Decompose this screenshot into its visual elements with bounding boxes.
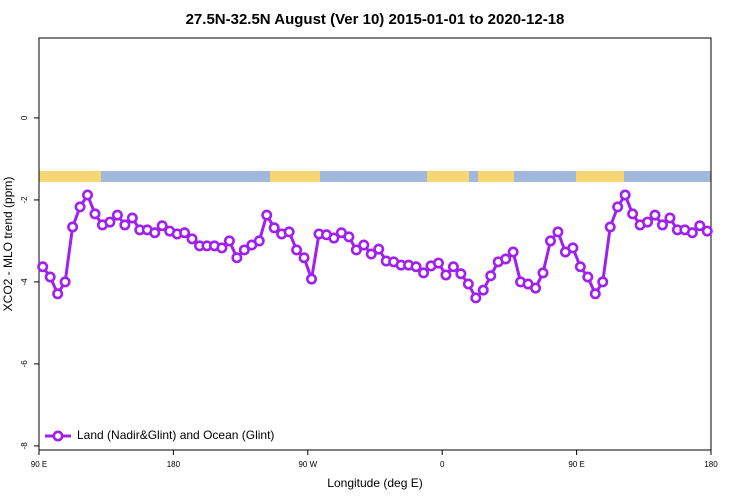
data-point	[283, 226, 295, 238]
land-band	[270, 171, 320, 182]
data-point	[544, 235, 556, 247]
data-point	[261, 209, 273, 221]
y-axis-label: XCO2 - MLO trend (ppm)	[1, 177, 15, 312]
data-point	[149, 227, 161, 239]
data-point	[507, 246, 519, 258]
x-tick-label: 90 E	[568, 460, 584, 469]
x-tick-label: 180	[704, 460, 718, 469]
land-ocean-strip	[39, 171, 711, 182]
y-tick-label: -6	[20, 360, 29, 368]
data-point	[358, 239, 370, 251]
data-point	[500, 253, 512, 265]
data-point	[343, 231, 355, 243]
data-point	[537, 267, 549, 279]
data-point	[231, 252, 243, 264]
data-point	[701, 225, 713, 237]
data-point	[350, 244, 362, 256]
data-point	[418, 267, 430, 279]
data-point	[37, 261, 49, 273]
data-point	[52, 288, 64, 300]
data-point	[82, 189, 94, 201]
data-point	[440, 269, 452, 281]
data-point	[179, 227, 191, 239]
data-point	[89, 208, 101, 220]
data-point	[664, 212, 676, 224]
data-point	[656, 219, 668, 231]
data-point	[119, 219, 131, 231]
data-point	[604, 221, 616, 233]
plot-frame	[38, 37, 712, 451]
y-tick-label: -4	[20, 278, 29, 286]
data-point	[530, 282, 542, 294]
data-point	[612, 201, 624, 213]
data-point	[694, 220, 706, 232]
data-point	[574, 261, 586, 273]
x-tick-label: 180	[167, 460, 181, 469]
data-point	[268, 222, 280, 234]
data-point	[619, 189, 631, 201]
data-point	[373, 243, 385, 255]
data-point	[470, 292, 482, 304]
data-point	[104, 216, 116, 228]
data-point	[126, 212, 138, 224]
data-point	[552, 226, 564, 238]
data-point	[216, 242, 228, 254]
y-tick-label: -2	[20, 196, 29, 204]
ocean-band	[39, 171, 711, 182]
data-point	[455, 268, 467, 280]
x-tick-label: 90 E	[31, 460, 47, 469]
data-point	[597, 276, 609, 288]
data-point	[298, 252, 310, 264]
data-point	[223, 235, 235, 247]
data-point	[291, 244, 303, 256]
data-point	[567, 242, 579, 254]
data-point	[589, 288, 601, 300]
data-point	[306, 273, 318, 285]
land-band	[478, 171, 514, 182]
data-point	[582, 271, 594, 283]
data-point	[253, 235, 265, 247]
data-point	[67, 221, 79, 233]
y-tick-label: -8	[20, 442, 29, 450]
data-point	[485, 270, 497, 282]
data-point	[649, 209, 661, 221]
data-point	[328, 232, 340, 244]
x-tick-label: 0	[440, 460, 445, 469]
land-band	[39, 171, 101, 182]
chart-title: 27.5N-32.5N August (Ver 10) 2015-01-01 t…	[186, 11, 565, 28]
legend-marker	[52, 430, 64, 442]
data-point	[462, 278, 474, 290]
legend-label: Land (Nadir&Glint) and Ocean (Glint)	[77, 428, 274, 442]
data-point	[186, 233, 198, 245]
land-band	[427, 171, 469, 182]
data-point	[477, 284, 489, 296]
data-point	[365, 248, 377, 260]
data-point	[447, 261, 459, 273]
data-point	[410, 261, 422, 273]
x-tick-label: 90 W	[298, 460, 317, 469]
y-tick-label: 0	[20, 115, 29, 120]
data-point	[238, 244, 250, 256]
data-point	[44, 271, 56, 283]
data-point	[432, 257, 444, 269]
x-axis-label: Longitude (deg E)	[327, 476, 422, 490]
land-band	[576, 171, 624, 182]
data-point	[111, 209, 123, 221]
data-point	[642, 216, 654, 228]
data-point	[686, 227, 698, 239]
data-point	[627, 208, 639, 220]
data-point	[156, 220, 168, 232]
data-point	[59, 276, 71, 288]
data-point	[74, 201, 86, 213]
